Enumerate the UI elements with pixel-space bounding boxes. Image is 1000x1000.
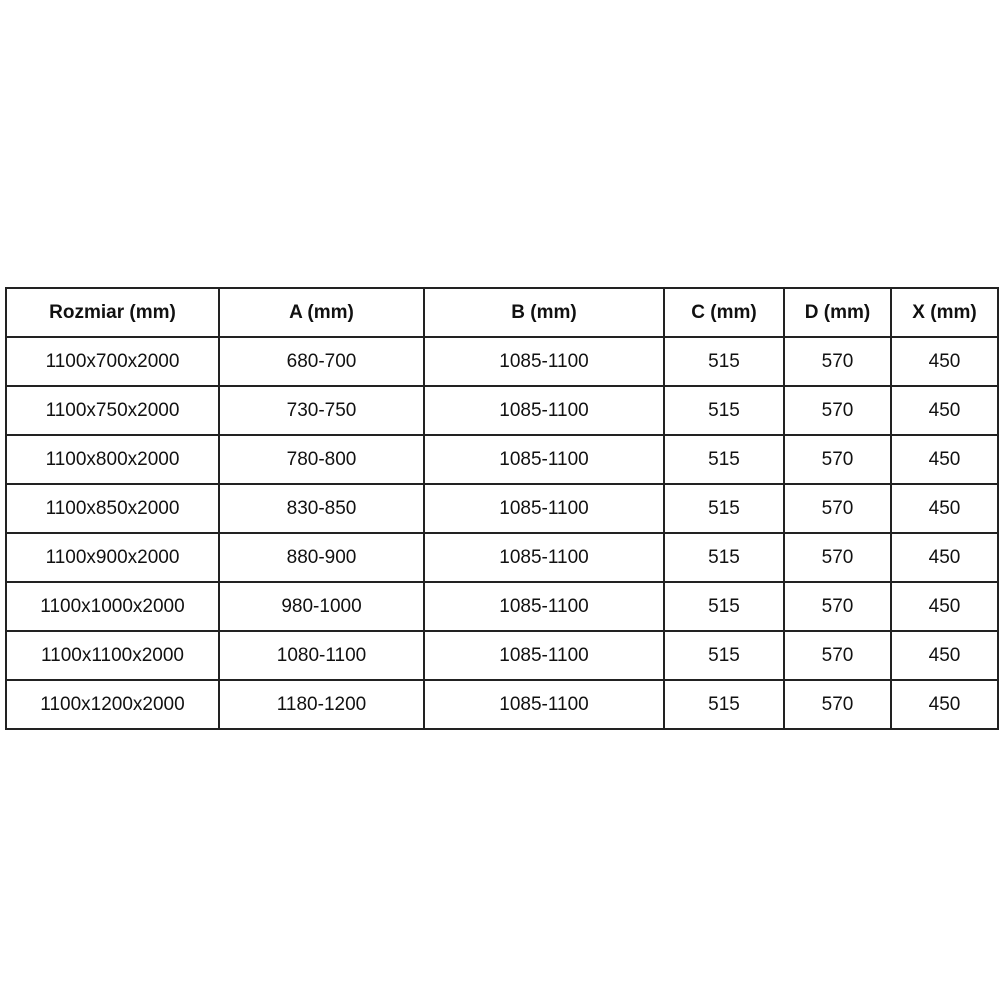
- table-cell: 1085-1100: [423, 630, 665, 681]
- table-cell: 980-1000: [218, 581, 425, 632]
- table-cell: 830-850: [218, 483, 425, 534]
- table-cell: 1100x700x2000: [5, 336, 220, 387]
- table-row: 1100x850x2000 830-850 1085-1100 515 570 450: [5, 483, 999, 534]
- table-cell: 1100x1100x2000: [5, 630, 220, 681]
- table-cell: 515: [663, 336, 785, 387]
- table-cell: 680-700: [218, 336, 425, 387]
- table-cell: 1100x1000x2000: [5, 581, 220, 632]
- table-cell: 450: [890, 483, 999, 534]
- column-header: X (mm): [890, 287, 999, 338]
- table-cell: 515: [663, 630, 785, 681]
- table-cell: 570: [783, 483, 892, 534]
- table-cell: 515: [663, 581, 785, 632]
- table-cell: 515: [663, 385, 785, 436]
- table-cell: 570: [783, 581, 892, 632]
- table-row: 1100x900x2000 880-900 1085-1100 515 570 450: [5, 532, 999, 583]
- column-header: B (mm): [423, 287, 665, 338]
- table-cell: 780-800: [218, 434, 425, 485]
- table-cell: 450: [890, 434, 999, 485]
- table-cell: 1100x900x2000: [5, 532, 220, 583]
- table-cell: 1085-1100: [423, 336, 665, 387]
- header-row: Rozmiar (mm) A (mm) B (mm) C (mm) D (mm) X (m…: [5, 287, 999, 338]
- table-cell: 1100x800x2000: [5, 434, 220, 485]
- table-row: 1100x700x2000 680-700 1085-1100 515 570 450: [5, 336, 999, 387]
- table-cell: 570: [783, 532, 892, 583]
- table-cell: 1085-1100: [423, 532, 665, 583]
- column-header: C (mm): [663, 287, 785, 338]
- table-cell: 1100x1200x2000: [5, 679, 220, 730]
- table-row: 1100x1200x2000 1180-1200 1085-1100 515 570 45…: [5, 679, 999, 730]
- table-cell: 1085-1100: [423, 679, 665, 730]
- table-row: 1100x1000x2000 980-1000 1085-1100 515 570 450: [5, 581, 999, 632]
- table-cell: 1100x750x2000: [5, 385, 220, 436]
- table-cell: 515: [663, 532, 785, 583]
- table-cell: 515: [663, 679, 785, 730]
- table-cell: 515: [663, 483, 785, 534]
- table-cell: 730-750: [218, 385, 425, 436]
- column-header: A (mm): [218, 287, 425, 338]
- table-row: 1100x750x2000 730-750 1085-1100 515 570 450: [5, 385, 999, 436]
- table-cell: 570: [783, 336, 892, 387]
- table-cell: 1085-1100: [423, 483, 665, 534]
- column-header: D (mm): [783, 287, 892, 338]
- column-header: Rozmiar (mm): [5, 287, 220, 338]
- table-cell: 450: [890, 630, 999, 681]
- table-cell: 515: [663, 434, 785, 485]
- table-cell: 880-900: [218, 532, 425, 583]
- table-cell: 570: [783, 434, 892, 485]
- table-cell: 450: [890, 385, 999, 436]
- table-cell: 450: [890, 532, 999, 583]
- table-cell: 570: [783, 385, 892, 436]
- table-cell: 1085-1100: [423, 581, 665, 632]
- table-row: 1100x800x2000 780-800 1085-1100 515 570 450: [5, 434, 999, 485]
- table-cell: 450: [890, 581, 999, 632]
- table-cell: 1080-1100: [218, 630, 425, 681]
- table-row: 1100x1100x2000 1080-1100 1085-1100 515 570 45…: [5, 630, 999, 681]
- table-cell: 1085-1100: [423, 434, 665, 485]
- table-cell: 570: [783, 630, 892, 681]
- table-cell: 1180-1200: [218, 679, 425, 730]
- dimensions-table: Rozmiar (mm) A (mm) B (mm) C (mm) D (mm) X (m…: [5, 287, 999, 730]
- table-cell: 1100x850x2000: [5, 483, 220, 534]
- table-cell: 450: [890, 679, 999, 730]
- table-cell: 570: [783, 679, 892, 730]
- table-cell: 450: [890, 336, 999, 387]
- table-cell: 1085-1100: [423, 385, 665, 436]
